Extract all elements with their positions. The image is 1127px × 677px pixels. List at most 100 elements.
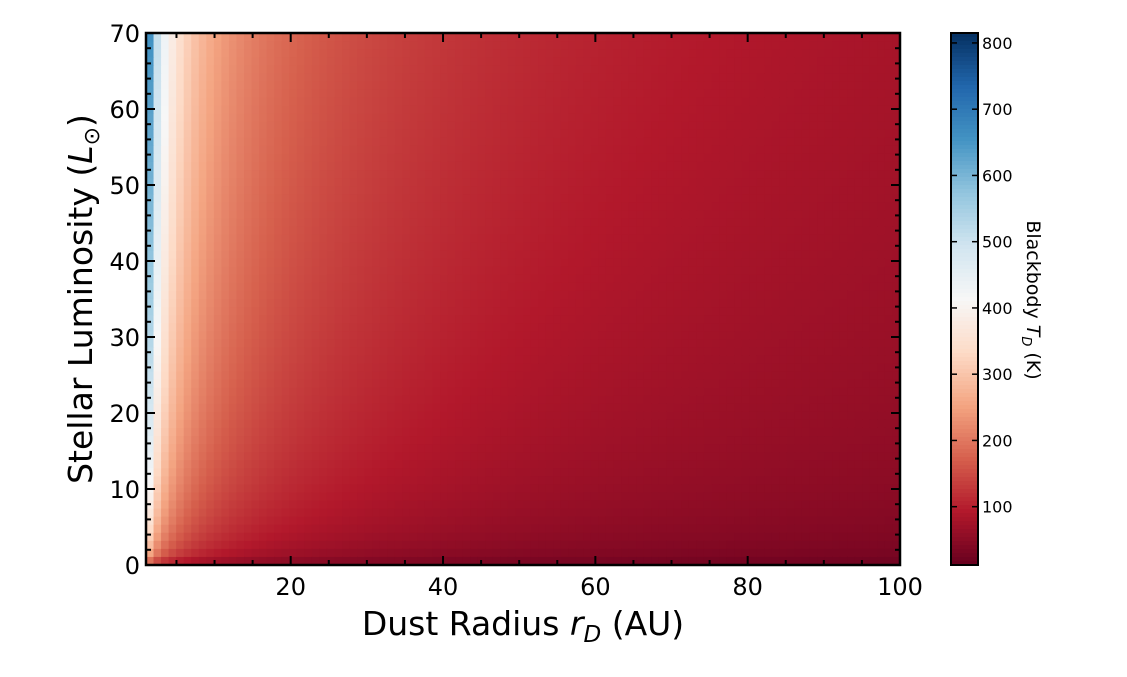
heatmap-cell (289, 274, 298, 284)
heatmap-cell (726, 194, 735, 203)
heatmap-cell (515, 41, 524, 50)
heatmap-cell (884, 186, 894, 195)
heatmap-cell (409, 202, 419, 211)
heatmap-cell (161, 234, 170, 244)
heatmap-cell (146, 427, 155, 437)
heatmap-cell (417, 266, 426, 276)
heatmap-cell (598, 73, 607, 82)
heatmap-cell (440, 266, 449, 276)
heatmap-cell (869, 186, 878, 195)
heatmap-cell (176, 226, 185, 236)
heatmap-cell (266, 89, 275, 99)
heatmap-cell (809, 97, 818, 107)
heatmap-cell (688, 258, 698, 268)
heatmap-cell (688, 323, 698, 332)
heatmap-cell (311, 274, 321, 284)
heatmap-cell (734, 57, 743, 66)
heatmap-cell (477, 49, 486, 58)
heatmap-cell (311, 97, 321, 107)
heatmap-cell (251, 113, 260, 123)
heatmap-cell (651, 266, 660, 276)
heatmap-cell (470, 113, 479, 123)
heatmap-cell (598, 49, 607, 58)
heatmap-cell (477, 395, 486, 405)
heatmap-cell (553, 250, 562, 260)
heatmap-cell (492, 427, 501, 437)
heatmap-cell (530, 226, 539, 236)
heatmap-cell (161, 355, 170, 365)
heatmap-cell (507, 210, 517, 219)
heatmap-cell (206, 49, 215, 58)
heatmap-cell (244, 178, 253, 187)
heatmap-cell (168, 49, 177, 58)
heatmap-cell (470, 411, 479, 421)
heatmap-cell (628, 161, 637, 171)
heatmap-cell (847, 371, 856, 381)
heatmap-cell (477, 41, 486, 50)
heatmap-cell (884, 153, 894, 163)
heatmap-cell (726, 266, 735, 276)
heatmap-cell (749, 41, 758, 50)
heatmap-cell (756, 266, 765, 276)
heatmap-cell (146, 403, 155, 413)
heatmap-cell (719, 121, 728, 131)
heatmap-cell (884, 178, 894, 187)
heatmap-cell (206, 315, 215, 324)
heatmap-cell (281, 129, 290, 139)
heatmap-cell (417, 282, 426, 292)
heatmap-cell (575, 419, 584, 429)
heatmap-cell (636, 234, 645, 244)
heatmap-cell (568, 299, 577, 308)
heatmap-cell (244, 210, 253, 219)
heatmap-cell (560, 57, 569, 66)
heatmap-cell (651, 178, 660, 187)
heatmap-cell (161, 33, 170, 42)
heatmap-cell (206, 113, 215, 123)
heatmap-cell (719, 234, 728, 244)
heatmap-cell (530, 274, 539, 284)
heatmap-cell (809, 137, 818, 147)
heatmap-cell (394, 170, 403, 179)
heatmap-cell (402, 419, 411, 429)
heatmap-cell (259, 307, 268, 316)
heatmap-cell (771, 258, 780, 268)
heatmap-cell (538, 331, 547, 340)
heatmap-cell (485, 411, 494, 421)
heatmap-cell (379, 250, 388, 260)
heatmap-cell (553, 371, 562, 381)
heatmap-cell (598, 161, 607, 171)
heatmap-cell (771, 266, 780, 276)
heatmap-cell (228, 81, 238, 91)
heatmap-cell (696, 210, 705, 219)
heatmap-cell (801, 411, 811, 421)
heatmap-cell (409, 258, 419, 268)
heatmap-cell (666, 129, 675, 139)
heatmap-cell (583, 170, 592, 179)
heatmap-cell (274, 218, 283, 228)
heatmap-cell (673, 258, 682, 268)
heatmap-cell (560, 202, 569, 211)
heatmap-cell (304, 57, 313, 66)
heatmap-cell (364, 41, 373, 50)
heatmap-cell (470, 234, 479, 244)
heatmap-cell (424, 33, 434, 42)
heatmap-cell (703, 323, 713, 332)
heatmap-cell (281, 57, 290, 66)
heatmap-cell (311, 65, 321, 74)
heatmap-cell (477, 89, 486, 99)
heatmap-cell (590, 274, 599, 284)
heatmap-cell (779, 41, 788, 50)
heatmap-cell (832, 97, 841, 107)
heatmap-cell (756, 89, 765, 99)
heatmap-cell (560, 97, 569, 107)
heatmap-cell (364, 153, 373, 163)
heatmap-cell (794, 121, 803, 131)
heatmap-cell (628, 153, 637, 163)
heatmap-cell (869, 57, 878, 66)
heatmap-cell (477, 194, 486, 203)
heatmap-cell (839, 178, 848, 187)
heatmap-cell (455, 395, 464, 405)
heatmap-cell (839, 411, 848, 421)
heatmap-cell (854, 307, 863, 316)
heatmap-cell (236, 258, 245, 268)
